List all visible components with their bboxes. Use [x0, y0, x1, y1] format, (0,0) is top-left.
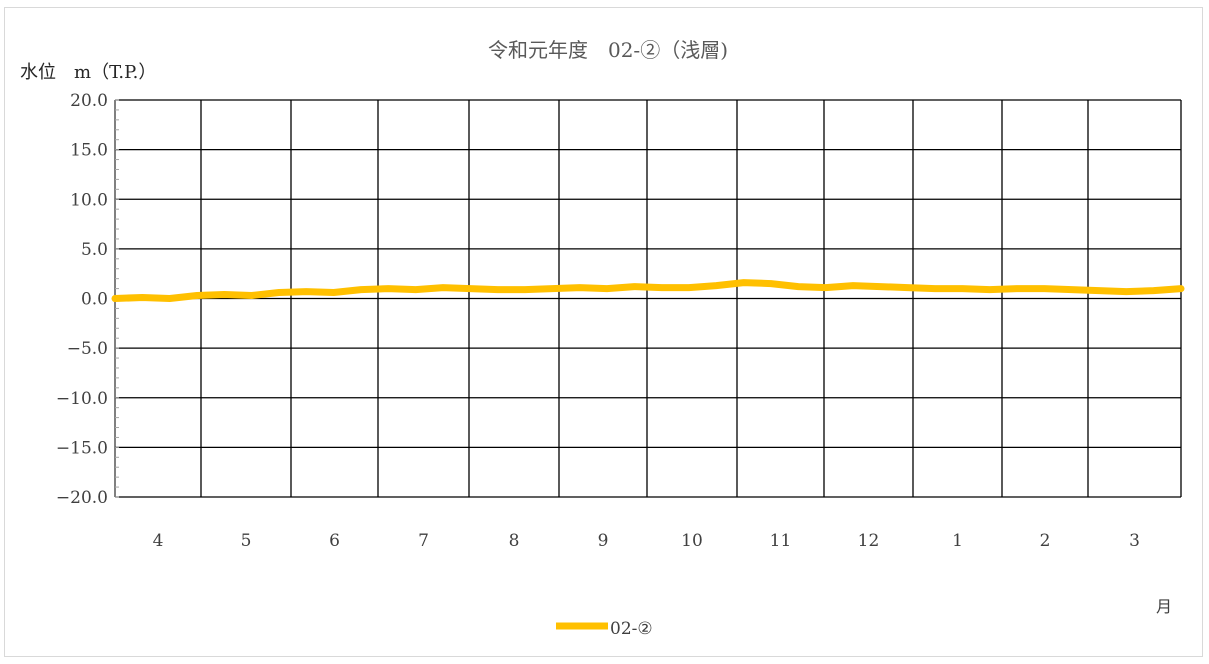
series-group [111, 279, 1185, 302]
y-tick-label: 15.0 [70, 141, 108, 161]
x-tick-label: 2 [1040, 531, 1051, 551]
x-tick-label: 9 [598, 531, 609, 551]
x-tick-label: 8 [509, 531, 520, 551]
chart-frame [4, 7, 1203, 657]
y-tick-label: 5.0 [81, 240, 108, 260]
y-tick-label: 0.0 [81, 290, 108, 310]
x-tick-label: 5 [241, 531, 252, 551]
x-tick-label: 3 [1129, 531, 1140, 551]
y-tick-label: 10.0 [70, 190, 108, 210]
x-tick-labels: 4 5 6 7 8 9 10 11 12 1 2 3 [153, 531, 1140, 551]
x-tick-label: 4 [153, 531, 164, 551]
y-tick-label: −10.0 [56, 389, 108, 409]
x-tick-label: 11 [770, 531, 792, 551]
x-axis-unit: 月 [1156, 597, 1172, 616]
y-tick-labels: 20.0 15.0 10.0 5.0 0.0 −5.0 −10.0 −15.0 −20.0 [56, 91, 108, 508]
x-tick-label: 1 [952, 531, 963, 551]
legend-label: 02-② [610, 619, 653, 639]
x-tick-label: 6 [329, 531, 340, 551]
x-tick-label: 10 [681, 531, 703, 551]
chart-title: 令和元年度 02-②（浅層) [488, 38, 728, 62]
y-tick-label: −20.0 [56, 488, 108, 508]
legend: 02-② [556, 619, 653, 639]
y-axis-label: 水位 m（T.P.） [20, 62, 156, 83]
x-tick-label: 7 [418, 531, 429, 551]
y-tick-label: 20.0 [70, 91, 108, 111]
grid [114, 99, 1182, 498]
y-tick-label: −5.0 [67, 339, 108, 359]
y-tick-label: −15.0 [56, 438, 108, 458]
series-line [111, 279, 1185, 302]
x-tick-label: 12 [858, 531, 880, 551]
